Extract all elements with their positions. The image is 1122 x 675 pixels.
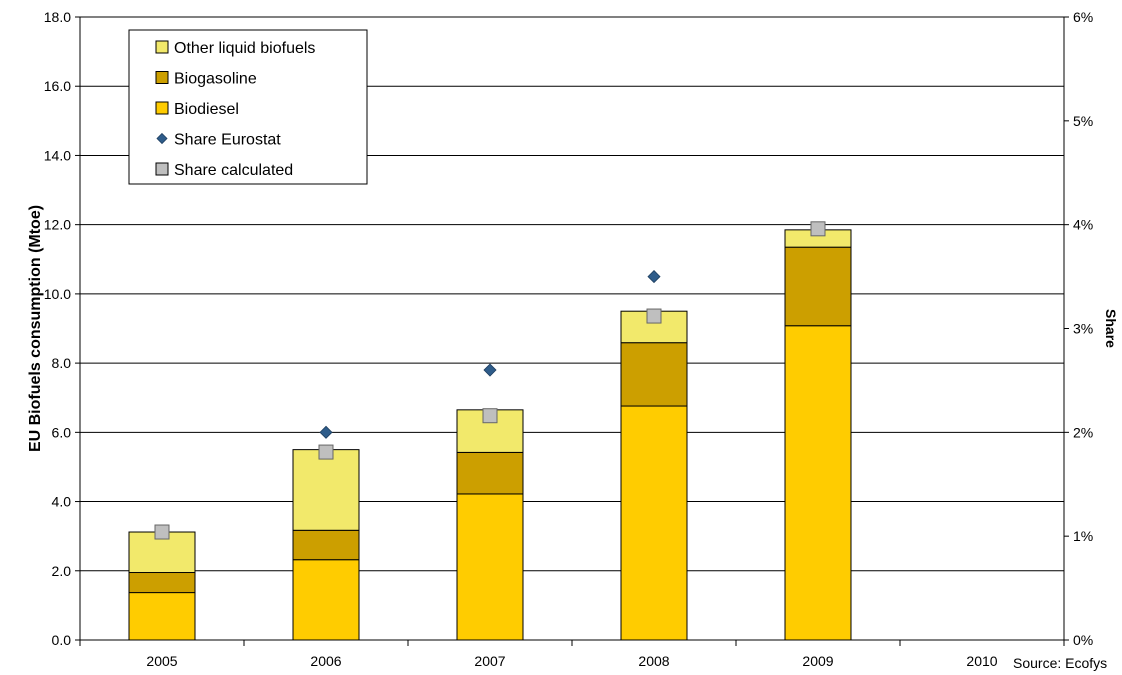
y2-tick-label: 1% [1073,528,1093,544]
y2-axis-title: Share [1103,309,1119,348]
y-tick-label: 14.0 [44,147,71,163]
x-tick-label: 2007 [474,653,505,669]
marker-share-calculated [318,444,334,460]
x-tick-label: 2008 [638,653,669,669]
legend-marker-square [155,71,169,84]
legend-label: Share Eurostat [174,132,281,149]
y-tick-label: 16.0 [44,78,71,94]
legend-marker-square [155,40,169,54]
y2-tick-label: 6% [1073,9,1093,25]
bar-biodiesel [128,592,196,641]
y-tick-label: 4.0 [52,494,72,510]
y2-tick-label: 0% [1073,632,1093,648]
y-tick-label: 6.0 [52,424,72,440]
x-tick-label: 2006 [310,653,341,669]
marker-share-calculated [810,221,826,237]
bar-biodiesel [292,559,360,641]
y-tick-label: 10.0 [44,286,71,302]
bar-biogasoline [784,246,852,327]
source-note: Source: Ecofys [1013,655,1108,671]
y-axis-title: EU Biofuels consumption (Mtoe) [27,205,44,452]
bar-other-liquid-biofuels [292,449,360,531]
y2-tick-label: 2% [1073,424,1093,440]
x-tick-label: 2005 [146,653,177,669]
legend: Other liquid biofuels Biogasoline Biodiese… [128,29,368,185]
legend-box [128,29,368,185]
y-tick-label: 2.0 [52,563,72,579]
legend-marker-square [155,162,169,176]
y-tick-label: 12.0 [44,217,71,233]
marker-share-calculated [646,308,662,324]
marker-share-eurostat [483,363,497,377]
marker-share-eurostat [319,425,333,439]
bar-biodiesel [620,405,688,641]
y2-tick-label: 4% [1073,217,1093,233]
marker-share-calculated [482,408,498,424]
bar-biogasoline [292,529,360,561]
bar-biogasoline [456,451,524,495]
marker-share-calculated [154,524,170,540]
y-tick-label: 8.0 [52,355,72,371]
marker-share-eurostat [647,270,661,284]
y2-tick-label: 3% [1073,321,1093,337]
x-tick-label: 2010 [966,653,997,669]
legend-label: Share calculated [174,162,293,179]
legend-label: Other liquid biofuels [174,40,315,57]
bar-biogasoline [620,342,688,407]
legend-marker-diamond [156,132,168,145]
x-tick-label: 2009 [802,653,833,669]
bar-biogasoline [128,572,196,594]
y-tick-label: 18.0 [44,9,71,25]
legend-label: Biodiesel [174,101,239,118]
legend-label: Biogasoline [174,71,257,88]
y-tick-label: 0.0 [52,632,72,648]
bar-biodiesel [456,493,524,641]
legend-marker-square [155,101,169,115]
y2-tick-label: 5% [1073,113,1093,129]
bar-biodiesel [784,325,852,641]
